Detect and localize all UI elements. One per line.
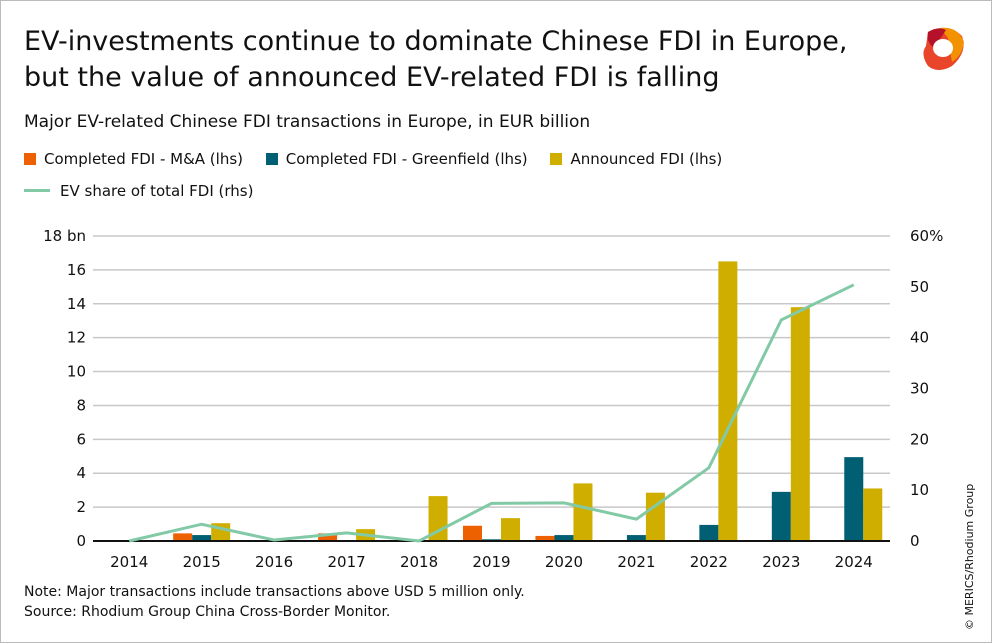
- x-tick-label: 2015: [183, 553, 221, 571]
- merics-logo-icon: [923, 27, 964, 70]
- right-tick-label: 10: [910, 481, 929, 499]
- legend-item-greenfield: Completed FDI - Greenfield (lhs): [265, 148, 528, 170]
- bar-announced: [790, 307, 810, 541]
- legend-label-share: EV share of total FDI (rhs): [60, 181, 254, 200]
- bar-ma: [173, 533, 193, 541]
- source-text: Source: Rhodium Group China Cross-Border…: [24, 604, 391, 620]
- right-tick-label: 40: [910, 329, 929, 347]
- note-text: Note: Major transactions include transac…: [24, 584, 525, 600]
- bar-announced: [863, 488, 883, 541]
- right-tick-label: 60%: [910, 227, 943, 245]
- bar-ma: [535, 535, 555, 541]
- legend-line-share: [24, 189, 50, 192]
- bar-greenfield: [192, 535, 212, 541]
- x-tick-label: 2016: [255, 553, 293, 571]
- bar-greenfield: [771, 491, 791, 541]
- x-tick-label: 2022: [690, 553, 728, 571]
- chart-title: EV-investments continue to dominate Chin…: [24, 24, 884, 96]
- legend-label-greenfield: Completed FDI - Greenfield (lhs): [285, 150, 528, 168]
- legend-label-ma: Completed FDI - M&A (lhs): [44, 150, 243, 168]
- bar-greenfield: [626, 535, 646, 541]
- x-tick-label: 2020: [545, 553, 583, 571]
- left-tick-label: 6: [76, 430, 86, 448]
- legend-item-ma: Completed FDI - M&A (lhs): [24, 148, 243, 170]
- legend-swatch-ma: [24, 153, 36, 165]
- left-tick-label: 18 bn: [43, 227, 86, 245]
- title-line-2: but the value of announced EV-related FD…: [24, 62, 720, 93]
- bar-greenfield: [699, 524, 719, 541]
- bar-announced: [501, 518, 520, 541]
- bar-announced: [645, 492, 665, 541]
- right-tick-label: 50: [910, 278, 929, 296]
- left-tick-label: 2: [76, 498, 86, 516]
- legend: Completed FDI - M&A (lhs) Completed FDI …: [24, 148, 740, 202]
- right-tick-label: 20: [910, 430, 929, 448]
- x-tick-label: 2021: [617, 553, 655, 571]
- bar-announced: [573, 483, 593, 541]
- chart-subtitle: Major EV-related Chinese FDI transaction…: [24, 112, 591, 132]
- bar-announced: [718, 261, 738, 541]
- x-tick-label: 2017: [327, 553, 365, 571]
- x-tick-label: 2014: [110, 553, 148, 571]
- copyright: © MERICS/Rhodium Group: [963, 483, 976, 630]
- left-tick-label: 8: [76, 396, 86, 414]
- legend-item-announced: Announced FDI (lhs): [550, 148, 722, 170]
- x-tick-label: 2024: [835, 553, 873, 571]
- footnote: Note: Major transactions include transac…: [24, 582, 525, 622]
- legend-swatch-announced: [550, 153, 563, 165]
- x-tick-label: 2019: [472, 553, 510, 571]
- x-tick-label: 2018: [400, 553, 438, 571]
- bar-ma: [318, 533, 338, 541]
- left-tick-label: 14: [67, 295, 86, 313]
- right-tick-label: 0: [910, 532, 920, 550]
- legend-label-announced: Announced FDI (lhs): [570, 150, 723, 168]
- line-ev-share: [128, 283, 855, 543]
- left-tick-label: 4: [76, 464, 86, 482]
- bar-greenfield: [844, 457, 864, 541]
- right-tick-label: 30: [910, 380, 929, 398]
- left-tick-label: 0: [76, 532, 86, 550]
- legend-item-share: EV share of total FDI (rhs): [24, 180, 253, 202]
- legend-swatch-greenfield: [265, 153, 278, 165]
- bar-greenfield: [554, 535, 574, 541]
- bar-ma: [463, 525, 482, 541]
- left-tick-label: 10: [67, 363, 86, 381]
- x-tick-label: 2023: [762, 553, 800, 571]
- left-tick-label: 12: [67, 329, 86, 347]
- left-tick-label: 16: [67, 261, 86, 279]
- title-line-1: EV-investments continue to dominate Chin…: [24, 26, 848, 57]
